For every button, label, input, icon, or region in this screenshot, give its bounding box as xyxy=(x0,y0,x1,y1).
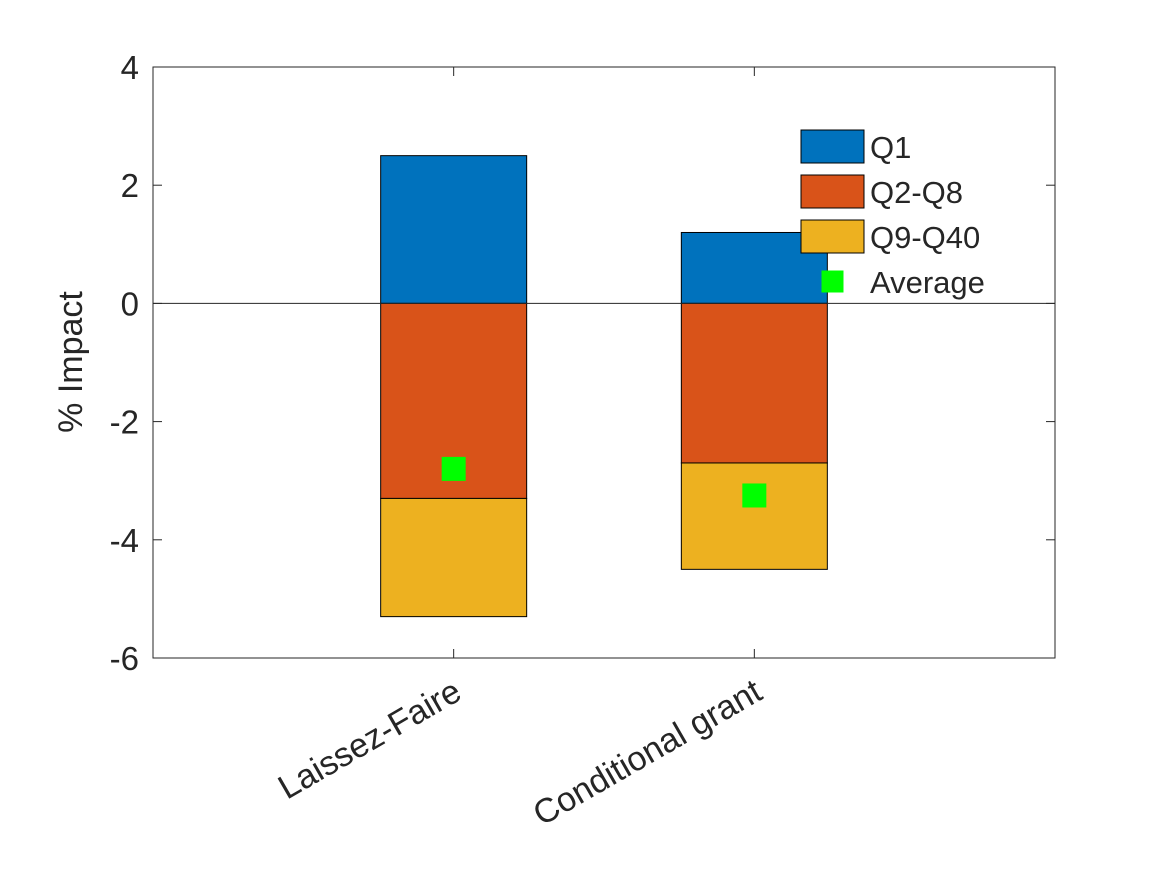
y-tick-label: -4 xyxy=(110,522,139,559)
y-tick-label: 4 xyxy=(121,49,139,86)
y-axis-label: % Impact xyxy=(52,291,90,433)
average-marker-0 xyxy=(441,456,466,481)
legend-label: Average xyxy=(870,265,985,300)
legend-label: Q1 xyxy=(870,130,911,165)
bar-q1-0 xyxy=(380,155,528,304)
legend-label: Q9-Q40 xyxy=(870,220,980,255)
x-tick-label: Conditional grant xyxy=(527,672,769,834)
y-tick-label: 0 xyxy=(121,285,139,322)
plot-area xyxy=(153,67,1055,658)
legend-label: Q2-Q8 xyxy=(870,175,963,210)
bar-q9-q40-0 xyxy=(380,497,528,618)
plot-frame xyxy=(152,66,1056,659)
legend-swatch-average xyxy=(821,270,844,293)
y-tick-label: -2 xyxy=(110,404,139,441)
y-tick-label: -6 xyxy=(110,640,139,677)
bar-q9-q40-1 xyxy=(680,462,828,570)
legend: Q1 Q2-Q8 Q9-Q40 Average xyxy=(800,129,985,300)
legend-swatch-q9-q40 xyxy=(800,219,865,254)
bar-q2-q8-1 xyxy=(680,302,828,464)
legend-swatch-q2-q8 xyxy=(800,174,865,209)
x-tick-label: Laissez-Faire xyxy=(272,672,468,807)
y-tick-label: 2 xyxy=(121,167,139,204)
legend-swatch-q1 xyxy=(800,129,865,164)
average-marker-1 xyxy=(742,483,767,508)
